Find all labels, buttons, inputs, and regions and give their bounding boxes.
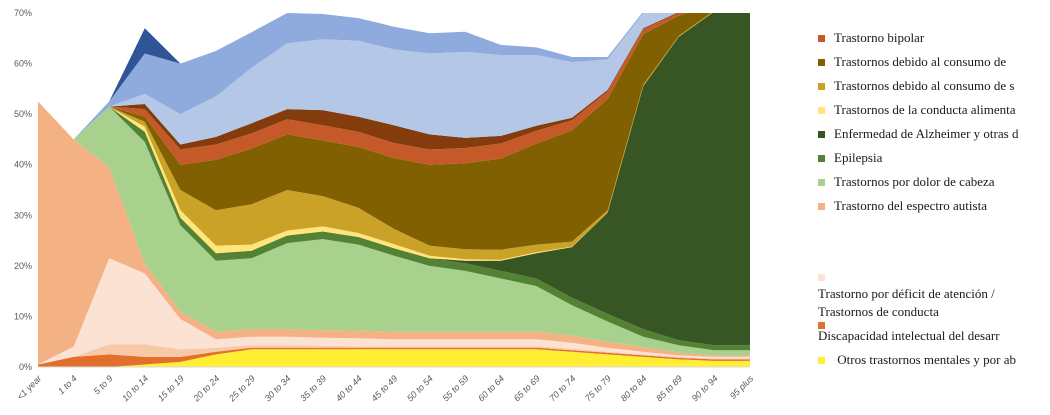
area-series-14 xyxy=(38,13,644,140)
x-tick-label: 50 to 54 xyxy=(405,373,435,403)
legend-item-conduct: Trastornos de conducta xyxy=(818,304,939,320)
legend-label-intellectual: Discapacidad intelectual del desarr xyxy=(818,328,1000,343)
legend-swatch-intellectual xyxy=(818,322,825,329)
legend-label-adhd: Trastorno por déficit de atención / xyxy=(818,286,995,301)
area-series-12 xyxy=(38,13,679,150)
legend-swatch xyxy=(818,130,825,138)
x-tick-label: 45 to 49 xyxy=(369,373,399,403)
legend-label-conduct: Trastornos de conducta xyxy=(818,304,939,319)
legend-item: Trastorno del espectro autista xyxy=(818,198,987,214)
legend-item: Trastorno bipolar xyxy=(818,30,924,46)
x-tick-label: <1 year xyxy=(15,373,44,402)
x-tick-label: 25 to 29 xyxy=(226,373,257,404)
legend-label: Trastornos de la conducta alimenta xyxy=(834,102,1016,117)
x-tick-label: 55 to 59 xyxy=(441,373,471,403)
legend-item-adhd: Trastorno por déficit de atención / xyxy=(818,286,995,302)
area-series-7 xyxy=(38,13,750,346)
legend-item: Enfermedad de Alzheimer y otras d xyxy=(818,126,1018,142)
x-tick-label: 60 to 64 xyxy=(476,373,506,403)
area-series-0 xyxy=(38,349,750,367)
legend-label: Epilepsia xyxy=(834,150,883,165)
legend-item: Trastornos por dolor de cabeza xyxy=(818,174,995,190)
y-tick-label: 60% xyxy=(14,59,32,69)
area-series-1 xyxy=(38,347,750,367)
x-tick-label: 90 to 94 xyxy=(690,373,720,403)
area-series-13 xyxy=(38,13,677,145)
legend-label-other: Otros trastornos mentales y por ab xyxy=(837,352,1016,367)
legend-swatch xyxy=(818,82,825,90)
x-tick-label: 80 to 84 xyxy=(619,373,649,403)
y-tick-label: 10% xyxy=(14,311,32,321)
area-series-2 xyxy=(38,344,750,365)
legend-swatch xyxy=(818,58,825,66)
legend-swatch xyxy=(818,154,825,162)
x-tick-label: 95 plus xyxy=(728,373,756,401)
y-tick-label: 70% xyxy=(14,8,32,18)
legend-swatch xyxy=(818,178,825,186)
legend-swatch xyxy=(818,202,825,210)
y-tick-label: 20% xyxy=(14,261,32,271)
x-tick-label: 65 to 69 xyxy=(512,373,542,403)
legend-swatch-adhd xyxy=(818,274,825,281)
x-tick-label: 70 to 74 xyxy=(547,373,577,403)
legend-swatch xyxy=(818,34,825,42)
legend-item: Epilepsia xyxy=(818,150,882,166)
legend-label: Enfermedad de Alzheimer y otras d xyxy=(834,126,1019,141)
legend-label: Trastornos debido al consumo de xyxy=(834,54,1007,69)
area-layer xyxy=(38,13,750,367)
legend-swatch-other xyxy=(818,356,825,364)
legend-item-other: Otros trastornos mentales y por ab xyxy=(818,352,1016,368)
legend-item: Trastornos debido al consumo de xyxy=(818,54,1006,70)
x-tick-label: 20 to 24 xyxy=(191,373,222,404)
x-tick-label: 85 to 89 xyxy=(654,373,684,403)
legend-swatch xyxy=(818,106,825,114)
area-series-3 xyxy=(38,258,750,365)
area-series-5 xyxy=(38,101,750,356)
y-tick-label: 30% xyxy=(14,210,32,220)
x-tick-label: 35 to 39 xyxy=(298,373,328,403)
x-tick-label: 5 to 9 xyxy=(92,373,115,396)
legend-label: Trastorno bipolar xyxy=(834,30,925,45)
legend-item: Trastornos debido al consumo de s xyxy=(818,78,1014,94)
x-tick-label: 15 to 19 xyxy=(156,373,186,403)
legend-label: Trastorno del espectro autista xyxy=(834,198,987,213)
x-tick-label: 40 to 44 xyxy=(334,373,364,403)
legend-item: Trastornos de la conducta alimenta xyxy=(818,102,1015,118)
legend-item-intellectual: Discapacidad intelectual del desarr xyxy=(818,322,1000,344)
legend-label: Trastornos por dolor de cabeza xyxy=(834,174,995,189)
y-tick-label: 0% xyxy=(19,362,32,372)
x-tick-label: 10 to 14 xyxy=(120,373,150,403)
x-tick-label: 30 to 34 xyxy=(263,373,293,403)
y-tick-label: 40% xyxy=(14,160,32,170)
y-tick-label: 50% xyxy=(14,109,32,119)
x-axis: <1 year 1 to 4 5 to 9 10 to 14 15 to 19 20 to… xyxy=(15,366,756,404)
x-tick-label: 75 to 79 xyxy=(583,373,613,403)
stacked-area-chart: 0% 10% 20% 30% 40% 50% 60% 70% <1 year 1 to 4 5 t… xyxy=(14,8,756,404)
legend: Trastorno bipolar Trastornos debido al co… xyxy=(818,30,1050,400)
area-series-11 xyxy=(38,13,688,165)
legend-label: Trastornos debido al consumo de s xyxy=(834,78,1015,93)
y-axis: 0% 10% 20% 30% 40% 50% 60% 70% xyxy=(14,8,32,372)
x-tick-label: 1 to 4 xyxy=(56,373,79,396)
area-series-10 xyxy=(38,13,711,250)
